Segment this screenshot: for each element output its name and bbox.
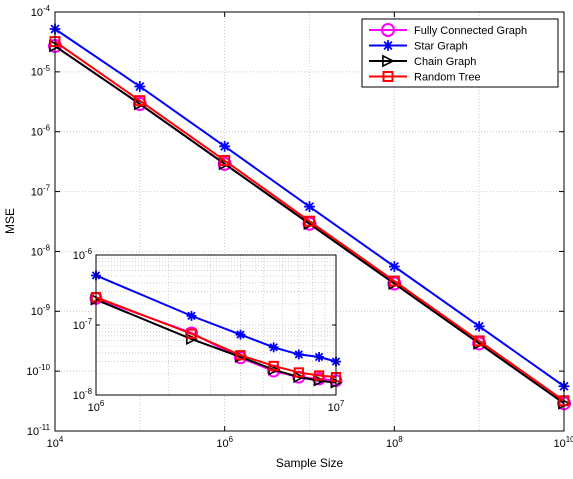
data-point-asterisk — [293, 349, 304, 360]
data-point-square — [313, 370, 325, 381]
x-tick-label: 108 — [386, 435, 403, 450]
x-tick-label: 1010 — [553, 435, 573, 450]
legend-entry: Chain Graph — [369, 54, 476, 68]
data-point-asterisk — [219, 140, 231, 152]
legend-entry: Star Graph — [369, 40, 468, 53]
data-point-asterisk — [268, 342, 279, 353]
y-tick-label: 10-8 — [31, 243, 51, 258]
data-point-asterisk — [134, 81, 146, 92]
data-point-asterisk — [235, 329, 246, 340]
data-point-triangle-right — [186, 333, 198, 346]
y-axis-label: MSE — [3, 208, 17, 234]
series-line-triangle-right — [54, 45, 565, 405]
inset-plot: 106 107 10-8 10-7 10-6 — [73, 247, 345, 414]
data-point-square — [235, 350, 246, 361]
series-line-square — [95, 296, 337, 379]
legend-marker-triangle-right — [382, 54, 395, 68]
y-tick-label: 10-10 — [26, 363, 50, 378]
data-point-asterisk — [388, 261, 400, 272]
data-point-square — [219, 155, 231, 167]
main-plot-frame — [54, 11, 565, 432]
y-tick-label: 10-9 — [31, 303, 51, 318]
legend-marker-square — [382, 71, 394, 82]
data-point-square — [268, 360, 279, 372]
x-tick-label: 106 — [88, 399, 105, 414]
y-tick-label: 10-7 — [31, 183, 50, 198]
data-point-square — [186, 328, 197, 339]
y-tick-label: 10-4 — [31, 4, 51, 19]
series-line-square — [54, 40, 565, 402]
y-tick-label: 10-6 — [31, 124, 51, 139]
y-tick-label: 10-8 — [73, 387, 93, 402]
y-tick-label: 10-5 — [31, 64, 51, 79]
data-point-asterisk — [304, 201, 315, 213]
x-tick-label: 104 — [47, 435, 64, 450]
main-ticks — [54, 11, 565, 432]
y-tick-label: 10-6 — [73, 247, 93, 262]
main-tick-labels: 104 106 108 101010-1110-1010-910-810-710-61… — [26, 4, 573, 450]
data-point-square — [304, 215, 315, 227]
legend-label: Chain Graph — [414, 56, 476, 68]
data-point-square — [293, 367, 304, 378]
legend-label: Star Graph — [414, 41, 468, 53]
legend-marker-asterisk — [382, 40, 394, 51]
data-point-square — [134, 95, 146, 107]
y-tick-label: 10-7 — [73, 317, 92, 332]
legend-marker-circle — [381, 23, 395, 37]
legend-entries: Fully Connected Graph Star Graph Chain Gra… — [369, 23, 527, 84]
data-point-asterisk — [314, 351, 325, 362]
data-point-square — [473, 335, 485, 347]
inset-tick-labels: 106 107 10-8 10-7 10-6 — [73, 247, 345, 414]
x-tick-label: 107 — [328, 399, 345, 414]
legend-entry: Fully Connected Graph — [369, 23, 527, 37]
legend-entry: Random Tree — [369, 71, 481, 84]
legend: Fully Connected Graph Star Graph Chain Gra… — [361, 18, 559, 88]
data-point-triangle-right — [313, 374, 326, 387]
data-point-asterisk — [186, 310, 197, 321]
data-point-square — [388, 275, 400, 287]
legend-label: Fully Connected Graph — [414, 25, 527, 37]
legend-label: Random Tree — [414, 72, 481, 84]
y-tick-label: 10-11 — [27, 423, 51, 438]
x-tick-label: 106 — [216, 435, 233, 450]
inset-ticks — [95, 254, 337, 396]
data-point-asterisk — [473, 320, 485, 332]
x-axis-label: Sample Size — [276, 456, 344, 470]
